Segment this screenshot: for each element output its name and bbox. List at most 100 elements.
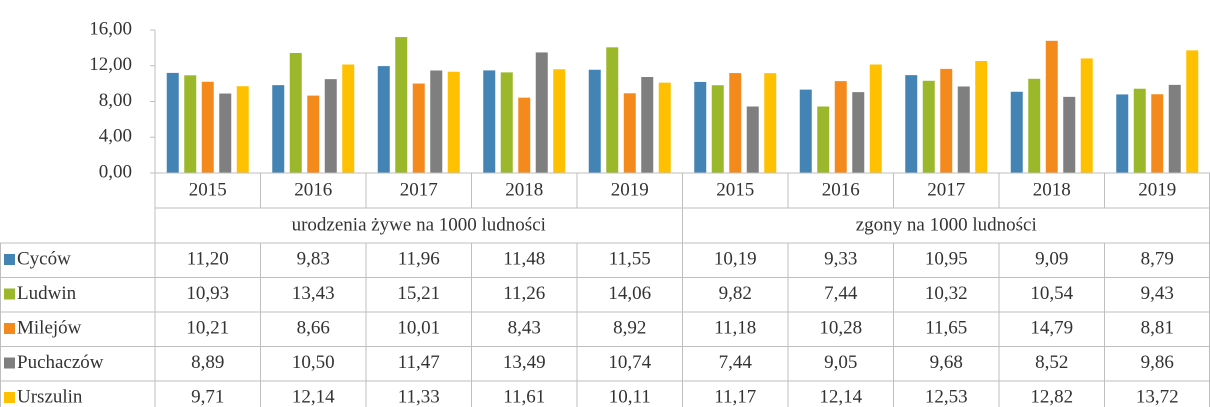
bar (834, 81, 847, 173)
y-tick-label: 16,00 (89, 18, 132, 39)
legend-label: Puchaczów (17, 352, 104, 373)
legend-label: Ludwin (17, 283, 77, 304)
bar (1063, 96, 1076, 173)
bar (711, 85, 724, 173)
data-label: 8,81 (1141, 317, 1174, 338)
bar (395, 37, 408, 173)
data-label: 12,82 (1030, 386, 1073, 407)
legend-swatch (4, 392, 15, 403)
data-label: 11,48 (503, 248, 545, 269)
legend-swatch (4, 254, 15, 265)
data-label: 11,33 (398, 386, 440, 407)
bar (184, 75, 197, 173)
bar (1151, 94, 1164, 173)
bar (201, 81, 214, 173)
bar (377, 66, 390, 173)
data-label: 11,61 (503, 386, 545, 407)
bar (1168, 84, 1181, 173)
data-label: 11,20 (187, 248, 229, 269)
data-label: 10,21 (186, 317, 229, 338)
bar (817, 106, 830, 173)
group-label: zgony na 1000 ludności (856, 214, 1037, 235)
data-label: 12,53 (925, 386, 968, 407)
bar (940, 68, 953, 173)
bar (518, 97, 531, 173)
data-label: 9,43 (1141, 283, 1174, 304)
bar (641, 77, 654, 173)
data-label: 9,86 (1141, 352, 1174, 373)
x-tick-label: 2016 (294, 179, 332, 200)
y-tick-label: 8,00 (99, 90, 132, 111)
bar (219, 93, 232, 173)
bar (623, 93, 636, 173)
data-label: 9,71 (191, 386, 224, 407)
x-tick-label: 2019 (1138, 179, 1176, 200)
data-label: 11,17 (714, 386, 756, 407)
data-label: 10,54 (1030, 283, 1073, 304)
legend-swatch (4, 357, 15, 369)
legend-label: Urszulin (17, 386, 83, 407)
data-label: 10,01 (397, 317, 440, 338)
data-label: 9,33 (824, 248, 857, 269)
bar (905, 75, 918, 173)
bar (236, 86, 249, 173)
bar (430, 70, 443, 173)
bar (483, 70, 496, 173)
x-tick-label: 2015 (189, 179, 227, 200)
bar (553, 69, 566, 173)
data-label: 12,14 (819, 386, 862, 407)
x-tick-label: 2019 (611, 179, 649, 200)
x-tick-label: 2016 (822, 179, 860, 200)
y-tick-label: 4,00 (99, 126, 132, 147)
bar (1080, 58, 1093, 173)
data-label: 11,96 (398, 248, 440, 269)
data-label: 8,89 (191, 352, 224, 373)
bar (869, 64, 882, 173)
data-label: 8,92 (613, 317, 646, 338)
data-label: 11,18 (714, 317, 756, 338)
data-label: 10,11 (609, 386, 651, 407)
data-label: 10,93 (186, 283, 229, 304)
x-tick-label: 2017 (927, 179, 965, 200)
bar (307, 95, 320, 173)
bar (1028, 78, 1041, 173)
bar (500, 72, 513, 173)
data-label: 11,55 (609, 248, 651, 269)
y-tick-label: 0,00 (99, 161, 132, 182)
bar (852, 92, 865, 173)
group-label: urodzenia żywe na 1000 ludności (292, 214, 546, 235)
data-label: 13,49 (503, 352, 546, 373)
data-label: 9,83 (297, 248, 330, 269)
bar (957, 86, 970, 173)
data-label: 9,82 (719, 283, 752, 304)
data-label: 12,14 (292, 386, 335, 407)
legend-swatch (4, 323, 15, 334)
bar (1186, 50, 1199, 173)
data-label: 11,65 (925, 317, 967, 338)
data-label: 13,43 (292, 283, 335, 304)
legend-label: Milejów (17, 317, 82, 338)
bar (166, 72, 179, 173)
data-label: 8,43 (508, 317, 541, 338)
data-label: 10,95 (925, 248, 968, 269)
data-label: 15,21 (397, 283, 440, 304)
bar (272, 85, 285, 173)
data-label: 9,09 (1035, 248, 1068, 269)
data-label: 7,44 (719, 352, 753, 373)
legend-swatch (4, 288, 15, 300)
data-label: 11,26 (503, 283, 545, 304)
bar (1010, 91, 1023, 173)
bar (658, 82, 671, 173)
y-tick-label: 12,00 (89, 54, 132, 75)
bar (1045, 40, 1058, 173)
data-label: 8,66 (297, 317, 330, 338)
data-label: 8,79 (1141, 248, 1174, 269)
bar (746, 106, 759, 173)
data-label: 14,79 (1030, 317, 1073, 338)
data-label: 11,47 (398, 352, 440, 373)
bar (764, 73, 777, 173)
bar (535, 52, 548, 174)
data-label: 10,74 (608, 352, 651, 373)
bar (342, 64, 355, 173)
